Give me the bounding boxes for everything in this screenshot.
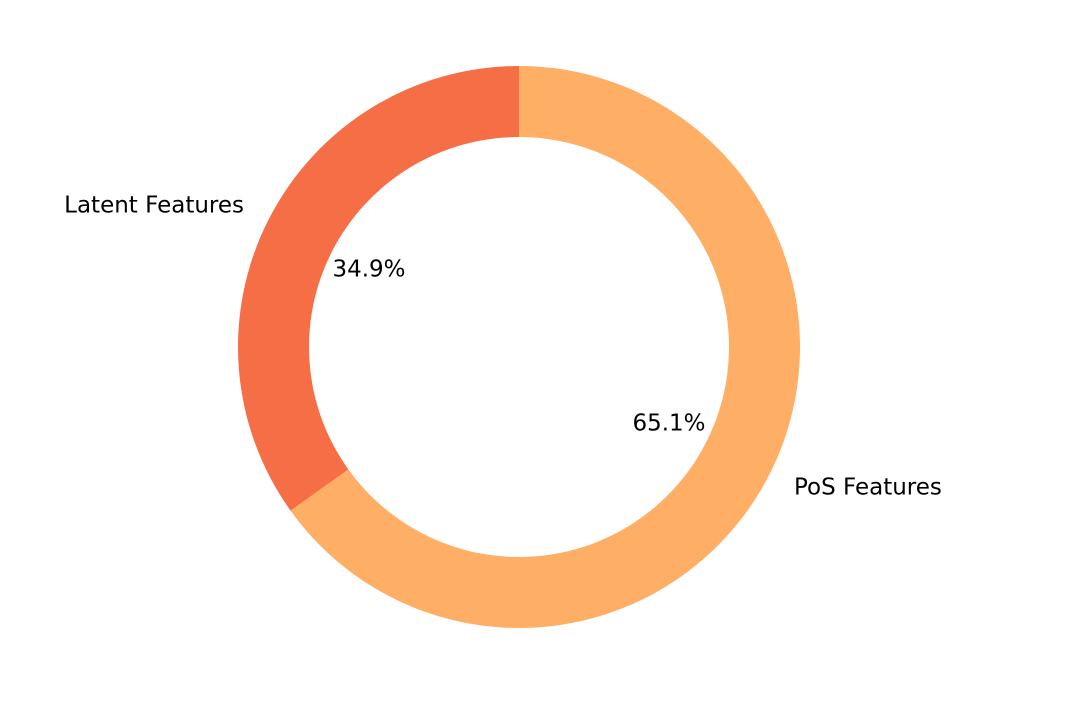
percent-label: 65.1%	[632, 411, 705, 437]
slice-label: Latent Features	[64, 192, 244, 218]
slice-label: PoS Features	[794, 475, 942, 501]
percent-label: 34.9%	[332, 256, 405, 282]
donut-slice	[238, 66, 519, 511]
